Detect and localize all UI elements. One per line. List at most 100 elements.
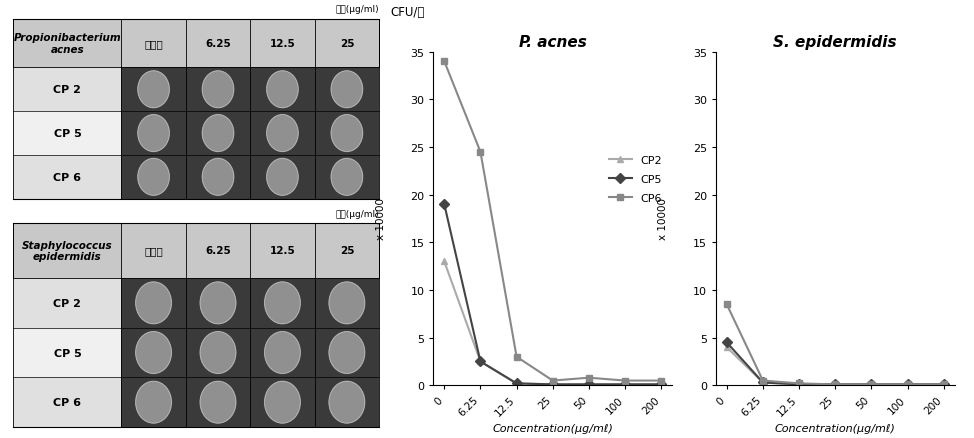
- FancyBboxPatch shape: [122, 112, 186, 155]
- Circle shape: [138, 159, 169, 196]
- Line: CP5: CP5: [724, 339, 947, 388]
- Circle shape: [329, 332, 364, 374]
- FancyBboxPatch shape: [186, 328, 250, 378]
- CP5: [866, 382, 878, 387]
- CP5: [656, 382, 667, 387]
- CP5: [830, 382, 842, 387]
- FancyBboxPatch shape: [250, 68, 315, 112]
- Circle shape: [265, 283, 300, 324]
- Text: 25: 25: [340, 39, 355, 49]
- Line: CP6: CP6: [724, 301, 947, 388]
- Circle shape: [329, 283, 364, 324]
- FancyBboxPatch shape: [315, 155, 379, 199]
- FancyBboxPatch shape: [315, 378, 379, 427]
- CP2: [474, 359, 486, 364]
- FancyBboxPatch shape: [186, 68, 250, 112]
- CP2: [656, 382, 667, 387]
- FancyBboxPatch shape: [186, 378, 250, 427]
- Text: x 10000: x 10000: [658, 198, 668, 240]
- Circle shape: [135, 283, 171, 324]
- CP2: [902, 382, 914, 387]
- Text: CP 2: CP 2: [54, 298, 82, 308]
- FancyBboxPatch shape: [122, 68, 186, 112]
- FancyBboxPatch shape: [14, 378, 122, 427]
- CP2: [793, 382, 805, 387]
- FancyBboxPatch shape: [122, 378, 186, 427]
- CP5: [793, 382, 805, 387]
- FancyBboxPatch shape: [14, 20, 379, 68]
- Circle shape: [201, 332, 236, 374]
- CP6: [656, 378, 667, 383]
- Text: 6.25: 6.25: [206, 39, 231, 49]
- CP5: [474, 359, 486, 364]
- CP2: [510, 381, 522, 386]
- FancyBboxPatch shape: [14, 155, 122, 199]
- Circle shape: [265, 381, 300, 423]
- CP5: [902, 382, 914, 387]
- Text: 무처리: 무처리: [144, 246, 163, 256]
- CP6: [757, 378, 768, 383]
- CP5: [583, 382, 595, 387]
- CP2: [757, 380, 768, 385]
- Circle shape: [267, 72, 298, 108]
- FancyBboxPatch shape: [14, 112, 122, 155]
- FancyBboxPatch shape: [186, 112, 250, 155]
- Text: CP 6: CP 6: [54, 397, 82, 407]
- FancyBboxPatch shape: [250, 279, 315, 328]
- FancyBboxPatch shape: [122, 328, 186, 378]
- Circle shape: [135, 332, 171, 374]
- Circle shape: [331, 72, 362, 108]
- CP6: [830, 382, 842, 387]
- FancyBboxPatch shape: [315, 112, 379, 155]
- CP2: [866, 382, 878, 387]
- FancyBboxPatch shape: [14, 279, 122, 328]
- CP2: [619, 382, 631, 387]
- Circle shape: [331, 159, 362, 196]
- FancyBboxPatch shape: [250, 378, 315, 427]
- Line: CP5: CP5: [441, 201, 664, 388]
- FancyBboxPatch shape: [122, 279, 186, 328]
- Circle shape: [329, 381, 364, 423]
- FancyBboxPatch shape: [250, 328, 315, 378]
- Text: 단위(μg/ml): 단위(μg/ml): [335, 209, 379, 218]
- CP2: [830, 382, 842, 387]
- CP6: [902, 382, 914, 387]
- FancyBboxPatch shape: [14, 223, 379, 279]
- CP2: [546, 382, 558, 387]
- CP6: [474, 150, 486, 155]
- Text: Propionibacterium
acnes: Propionibacterium acnes: [14, 33, 121, 55]
- Text: CP 2: CP 2: [54, 85, 82, 95]
- CP6: [546, 378, 558, 383]
- CP5: [938, 382, 950, 387]
- CP6: [793, 381, 805, 386]
- Text: x 10000: x 10000: [376, 198, 386, 240]
- CP5: [757, 380, 768, 385]
- Circle shape: [331, 115, 362, 152]
- Circle shape: [267, 115, 298, 152]
- Circle shape: [265, 332, 300, 374]
- CP6: [438, 60, 450, 65]
- CP2: [938, 382, 950, 387]
- CP2: [438, 259, 450, 265]
- Circle shape: [203, 72, 234, 108]
- Text: 무처리: 무처리: [144, 39, 163, 49]
- CP6: [583, 375, 595, 381]
- CP6: [866, 382, 878, 387]
- CP5: [438, 202, 450, 207]
- Circle shape: [138, 72, 169, 108]
- Title: P. acnes: P. acnes: [519, 35, 586, 50]
- FancyBboxPatch shape: [250, 112, 315, 155]
- Circle shape: [201, 381, 236, 423]
- Circle shape: [203, 159, 234, 196]
- Circle shape: [267, 159, 298, 196]
- CP5: [546, 382, 558, 387]
- Circle shape: [203, 115, 234, 152]
- CP5: [721, 340, 732, 345]
- CP5: [510, 381, 522, 386]
- Line: CP2: CP2: [724, 344, 947, 388]
- Circle shape: [201, 283, 236, 324]
- Text: 12.5: 12.5: [270, 246, 295, 256]
- Circle shape: [138, 115, 169, 152]
- FancyBboxPatch shape: [315, 279, 379, 328]
- FancyBboxPatch shape: [250, 155, 315, 199]
